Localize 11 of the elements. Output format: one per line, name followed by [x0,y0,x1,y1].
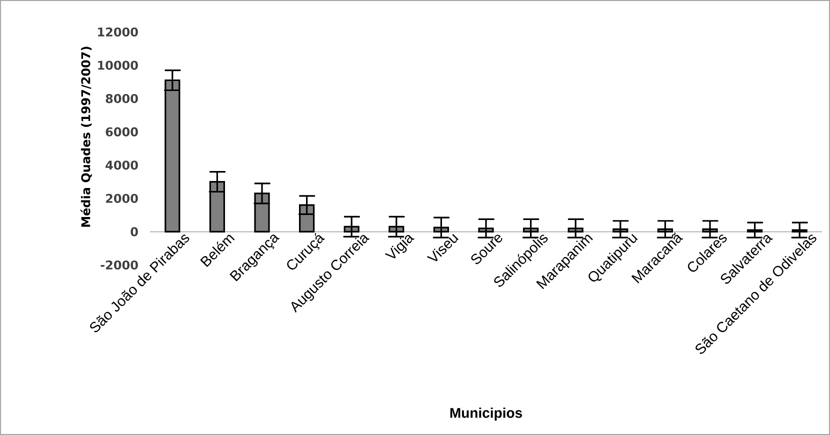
y-tick-label: 2000 [106,194,138,203]
y-tick-label: 12000 [98,27,138,37]
y-tick-label: 10000 [98,60,138,70]
y-tick-label: -2000 [100,260,138,270]
y-axis-title: Média Quades (1997/2007) [80,46,92,227]
x-axis-title: Municipios [450,408,522,421]
y-tick-label: 0 [130,227,138,236]
y-tick-label: 8000 [106,94,138,104]
y-tick-label: 6000 [106,127,138,136]
y-tick-label: 4000 [106,160,138,170]
x-tick-label: Vigia [384,234,414,258]
